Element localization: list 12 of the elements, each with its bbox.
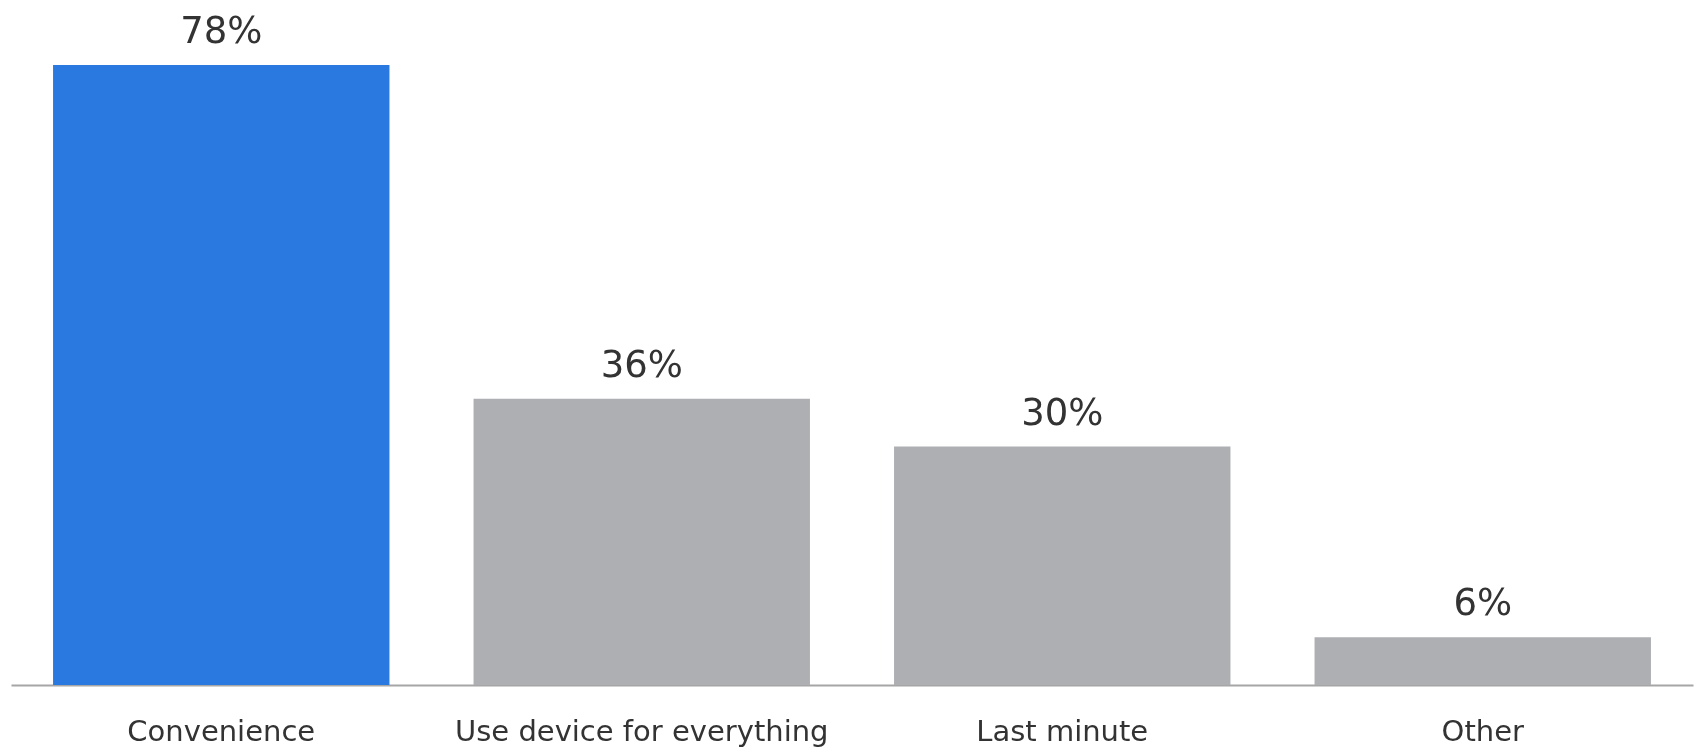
data-label: 78% bbox=[180, 9, 263, 52]
x-tick-label: Use device for everything bbox=[455, 713, 829, 748]
x-tick-label: Other bbox=[1441, 713, 1524, 748]
data-label: 36% bbox=[600, 342, 683, 386]
bar bbox=[1314, 637, 1651, 685]
bar bbox=[894, 446, 1231, 685]
bar bbox=[473, 398, 810, 685]
x-tick-label: Convenience bbox=[127, 713, 316, 748]
data-label: 30% bbox=[1021, 390, 1104, 434]
data-label: 6% bbox=[1453, 581, 1513, 625]
bar bbox=[53, 65, 390, 685]
x-tick-label: Last minute bbox=[976, 713, 1149, 748]
